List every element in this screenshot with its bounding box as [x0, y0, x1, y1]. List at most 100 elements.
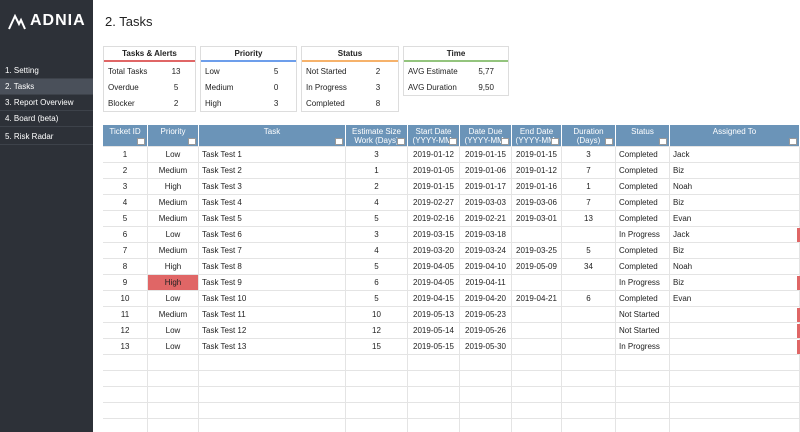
table-cell: Medium [148, 243, 199, 259]
table-cell: Task Test 9 [199, 275, 346, 291]
table-cell: Evan [670, 291, 800, 307]
table-cell: 6 [562, 291, 616, 307]
summary-title: Tasks & Alerts [104, 47, 195, 62]
empty-cell [103, 371, 148, 387]
empty-cell [346, 371, 408, 387]
empty-cell [103, 403, 148, 419]
empty-cell [670, 371, 800, 387]
filter-button[interactable] [449, 138, 457, 145]
table-cell: 2019-01-06 [460, 163, 512, 179]
table-cell: 9 [103, 275, 148, 291]
empty-cell [670, 323, 800, 339]
table-cell: Noah [670, 259, 800, 275]
summary-value: 5 [273, 67, 279, 76]
table-cell: 2 [103, 163, 148, 179]
table-cell: 8 [103, 259, 148, 275]
filter-button[interactable] [605, 138, 613, 145]
empty-cell [103, 355, 148, 371]
menu-item[interactable]: 1. Setting [0, 63, 93, 79]
logo-icon [8, 14, 26, 30]
table-cell: 2019-04-21 [512, 291, 562, 307]
table-cell: 13 [103, 339, 148, 355]
summary-label: In Progress [306, 83, 347, 92]
empty-cell [512, 419, 562, 432]
filter-button[interactable] [659, 138, 667, 145]
summary-value: 8 [375, 99, 381, 108]
menu-item[interactable]: 5. Risk Radar [0, 129, 93, 145]
filter-button[interactable] [188, 138, 196, 145]
empty-cell [460, 387, 512, 403]
table-cell: 10 [103, 291, 148, 307]
table-cell: 5 [103, 211, 148, 227]
menu-item[interactable]: 3. Report Overview [0, 95, 93, 111]
filter-button[interactable] [551, 138, 559, 145]
summary-title: Priority [201, 47, 296, 62]
empty-cell [512, 371, 562, 387]
summary-label: Low [205, 67, 220, 76]
filter-button[interactable] [501, 138, 509, 145]
table-cell: 2019-05-30 [460, 339, 512, 355]
logo-text: ADNIA [30, 12, 86, 29]
empty-cell [562, 339, 616, 355]
table-cell: 3 [562, 147, 616, 163]
table-cell: 2019-01-15 [460, 147, 512, 163]
table-cell: Completed [616, 195, 670, 211]
summary-value: 13 [171, 67, 181, 76]
column-header: Task [199, 125, 346, 147]
table-cell: Completed [616, 147, 670, 163]
filter-button[interactable] [137, 138, 145, 145]
column-header: Date Due (YYYY-MM-DD) [460, 125, 512, 147]
table-cell: 5 [562, 243, 616, 259]
empty-cell [460, 419, 512, 432]
empty-cell [616, 387, 670, 403]
summary-label: High [205, 99, 222, 108]
table-cell: 2019-03-06 [512, 195, 562, 211]
empty-cell [562, 419, 616, 432]
table-cell: 7 [562, 195, 616, 211]
empty-cell [562, 307, 616, 323]
summary-label: Medium [205, 83, 234, 92]
table-cell: 2019-02-16 [408, 211, 460, 227]
table-cell: Task Test 13 [199, 339, 346, 355]
filter-button[interactable] [789, 138, 797, 145]
table-cell: 2019-05-14 [408, 323, 460, 339]
table-cell: 5 [346, 291, 408, 307]
empty-cell [562, 387, 616, 403]
summary-title: Time [404, 47, 508, 62]
empty-cell [199, 355, 346, 371]
empty-cell [148, 419, 199, 432]
empty-cell [408, 419, 460, 432]
table-cell: In Progress [616, 339, 670, 355]
overdue-marker [797, 308, 800, 322]
summary-box: Time AVG Estimate 5,77 AVG Duration 9,50 [403, 46, 509, 96]
table-cell: 2019-01-12 [408, 147, 460, 163]
empty-cell [670, 387, 800, 403]
empty-cell [408, 403, 460, 419]
table-cell: Task Test 5 [199, 211, 346, 227]
summary-label: Not Started [306, 67, 347, 76]
page-title: 2. Tasks [105, 14, 153, 29]
table-cell: Low [148, 323, 199, 339]
table-cell: 2019-03-15 [408, 227, 460, 243]
summary-title: Status [302, 47, 398, 62]
table-cell: Task Test 10 [199, 291, 346, 307]
table-cell: 6 [346, 275, 408, 291]
table-cell: 2019-04-05 [408, 259, 460, 275]
summary-value: 3 [273, 99, 279, 108]
table-cell: Completed [616, 179, 670, 195]
table-cell: Biz [670, 195, 800, 211]
filter-button[interactable] [335, 138, 343, 145]
table-cell: Task Test 7 [199, 243, 346, 259]
table-cell: Completed [616, 259, 670, 275]
menu-item[interactable]: 2. Tasks [0, 79, 93, 95]
column-header: Duration (Days) [562, 125, 616, 147]
table-cell: In Progress [616, 275, 670, 291]
overdue-marker [797, 340, 800, 354]
filter-button[interactable] [397, 138, 405, 145]
summary-label: Completed [306, 99, 345, 108]
table-cell: 3 [346, 227, 408, 243]
menu-item[interactable]: 4. Board (beta) [0, 111, 93, 127]
empty-cell [408, 355, 460, 371]
table-cell: 4 [346, 195, 408, 211]
